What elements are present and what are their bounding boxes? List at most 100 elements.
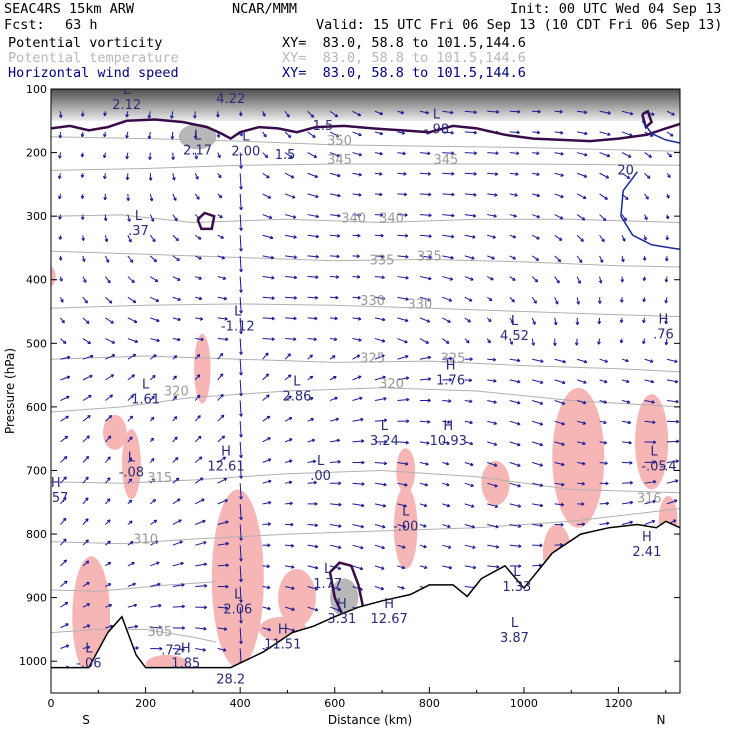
wind-arrowhead — [555, 301, 559, 305]
wind-arrowhead — [109, 394, 114, 398]
wind-vector — [239, 565, 242, 582]
wind-arrowhead — [493, 442, 498, 446]
wind-vector — [419, 378, 431, 381]
wind-vector — [194, 193, 200, 200]
wind-vector — [599, 131, 611, 136]
wind-arrowhead — [423, 503, 428, 508]
wind-arrowhead — [358, 338, 362, 342]
wind-arrowhead — [360, 417, 364, 422]
wind-arrowhead — [664, 279, 669, 283]
wind-arrowhead — [517, 463, 521, 467]
wind-vector — [397, 586, 405, 589]
wind-arrowhead — [314, 174, 319, 179]
wind-arrowhead — [404, 483, 408, 487]
wind-vector — [284, 438, 293, 443]
wind-arrowhead — [193, 115, 197, 119]
wind-vector — [599, 420, 607, 424]
wind-arrowhead — [449, 277, 454, 281]
pv-shading — [396, 448, 416, 493]
wind-vector — [397, 338, 408, 344]
wind-arrowhead — [664, 341, 669, 346]
field-xy-theta: XY= 83.0, 58.8 to 101.5,144.6 — [282, 50, 526, 66]
wind-arrowhead — [576, 301, 581, 305]
wind-arrowhead — [403, 192, 408, 197]
wind-arrowhead — [536, 236, 540, 240]
extremum-value: -.05 — [641, 459, 666, 474]
wind-vector — [262, 565, 270, 568]
extremum-letter: L — [234, 304, 242, 319]
wind-vector — [329, 338, 337, 341]
wind-vector — [60, 497, 67, 505]
extremum-value: 2.86 — [282, 389, 311, 404]
wind-vector — [442, 276, 453, 281]
wind-vector — [577, 131, 588, 135]
wind-vector — [374, 565, 385, 570]
wind-arrowhead — [175, 477, 180, 482]
wind-arrowhead — [428, 234, 432, 238]
wind-arrowhead — [540, 359, 544, 363]
wind-arrowhead — [336, 438, 340, 443]
wind-arrowhead — [582, 421, 587, 425]
wind-vector — [172, 276, 181, 281]
wind-arrowhead — [428, 276, 432, 281]
wind-arrowhead — [603, 400, 608, 404]
wind-vector — [487, 524, 499, 528]
wind-vector — [644, 193, 649, 200]
wind-vector — [285, 234, 297, 238]
wind-vector — [599, 152, 610, 157]
wind-vector — [82, 539, 89, 546]
wind-arrowhead — [561, 421, 565, 426]
wind-arrowhead — [67, 355, 71, 360]
wind-vector — [374, 419, 387, 422]
wind-arrowhead — [271, 296, 275, 300]
wind-arrowhead — [86, 624, 91, 628]
wind-arrowhead — [650, 379, 655, 384]
wind-vector — [60, 356, 71, 360]
wind-arrowhead — [85, 497, 89, 501]
wind-arrowhead — [288, 480, 293, 485]
wind-vector — [262, 627, 271, 631]
wind-arrowhead — [85, 455, 90, 460]
wind-arrowhead — [80, 216, 85, 220]
wind-arrowhead — [170, 115, 174, 119]
wind-arrowhead — [495, 151, 499, 156]
wind-arrowhead — [86, 435, 90, 439]
wind-vector — [262, 437, 271, 443]
y-tick-label: 500 — [26, 337, 47, 350]
extremum-value: -.57 — [43, 491, 68, 506]
wind-vector — [397, 276, 409, 279]
wind-arrowhead — [266, 415, 271, 420]
wind-arrowhead — [491, 256, 495, 260]
wind-vector — [262, 501, 272, 505]
wind-vector — [150, 561, 160, 567]
extremum-letter: H — [337, 597, 347, 612]
wind-vector — [374, 276, 385, 278]
wind-arrowhead — [309, 354, 313, 358]
wind-arrowhead — [473, 172, 477, 176]
wind-arrowhead — [150, 457, 155, 462]
wind-vector — [172, 234, 179, 241]
wind-arrowhead — [448, 298, 453, 302]
wind-arrowhead — [63, 538, 67, 543]
theta-label: 335 — [417, 250, 442, 265]
wind-vector — [644, 461, 657, 464]
wind-arrowhead — [604, 359, 608, 363]
wind-vector — [666, 499, 678, 505]
wind-vector — [82, 415, 91, 422]
extremum-letter: L — [123, 83, 131, 98]
wind-vector — [464, 193, 477, 196]
wind-vector — [127, 276, 135, 283]
wind-vector — [262, 317, 275, 320]
wind-arrowhead — [195, 176, 199, 180]
wind-vector — [554, 462, 565, 466]
extremum-value: 2.17 — [183, 143, 212, 158]
wind-arrowhead — [312, 459, 317, 464]
wind-vector — [82, 296, 88, 304]
wind-arrowhead — [445, 340, 450, 344]
wind-vector — [397, 398, 410, 402]
wind-vector — [509, 255, 516, 260]
wind-vector — [374, 544, 385, 549]
wind-arrowhead — [674, 499, 678, 503]
wind-vector — [105, 317, 114, 324]
wind-arrowhead — [286, 114, 290, 118]
